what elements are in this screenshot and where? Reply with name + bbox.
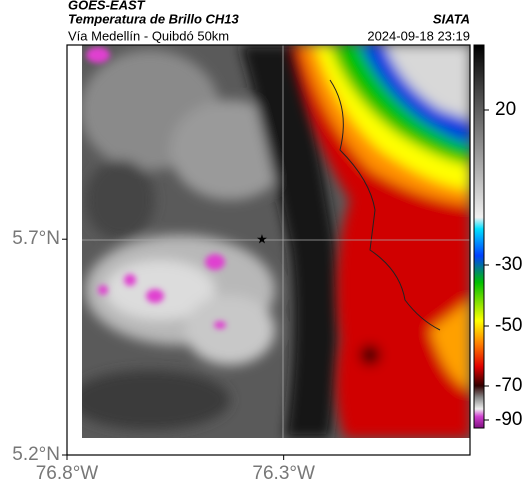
svg-text:★: ★ <box>256 231 268 246</box>
subtitle: Temperatura de Brillo CH13 <box>68 11 240 26</box>
y-tick-label: 5.2°N <box>12 444 60 465</box>
route: Vía Medellín - Quibdó 50km <box>68 28 229 43</box>
colorbar-tick-label: -70 <box>495 375 522 396</box>
imagery: ★ <box>82 45 470 438</box>
x-tick-label: 76.8°W <box>36 463 99 484</box>
colorbar-tick-label: -90 <box>495 409 522 430</box>
colorbar-tick-label: -50 <box>495 315 522 336</box>
timestamp: 2024-09-18 23:19 <box>367 28 470 43</box>
colorbar-tick-label: 20 <box>495 99 516 120</box>
x-tick-label: 76.3°W <box>252 463 315 484</box>
source: SIATA <box>433 11 470 26</box>
colorbar-tick-label: -30 <box>495 254 522 275</box>
title: GOES-EAST <box>68 0 146 12</box>
y-tick-label: 5.7°N <box>12 228 60 249</box>
map-frame <box>66 44 471 456</box>
colorbar <box>473 44 485 429</box>
